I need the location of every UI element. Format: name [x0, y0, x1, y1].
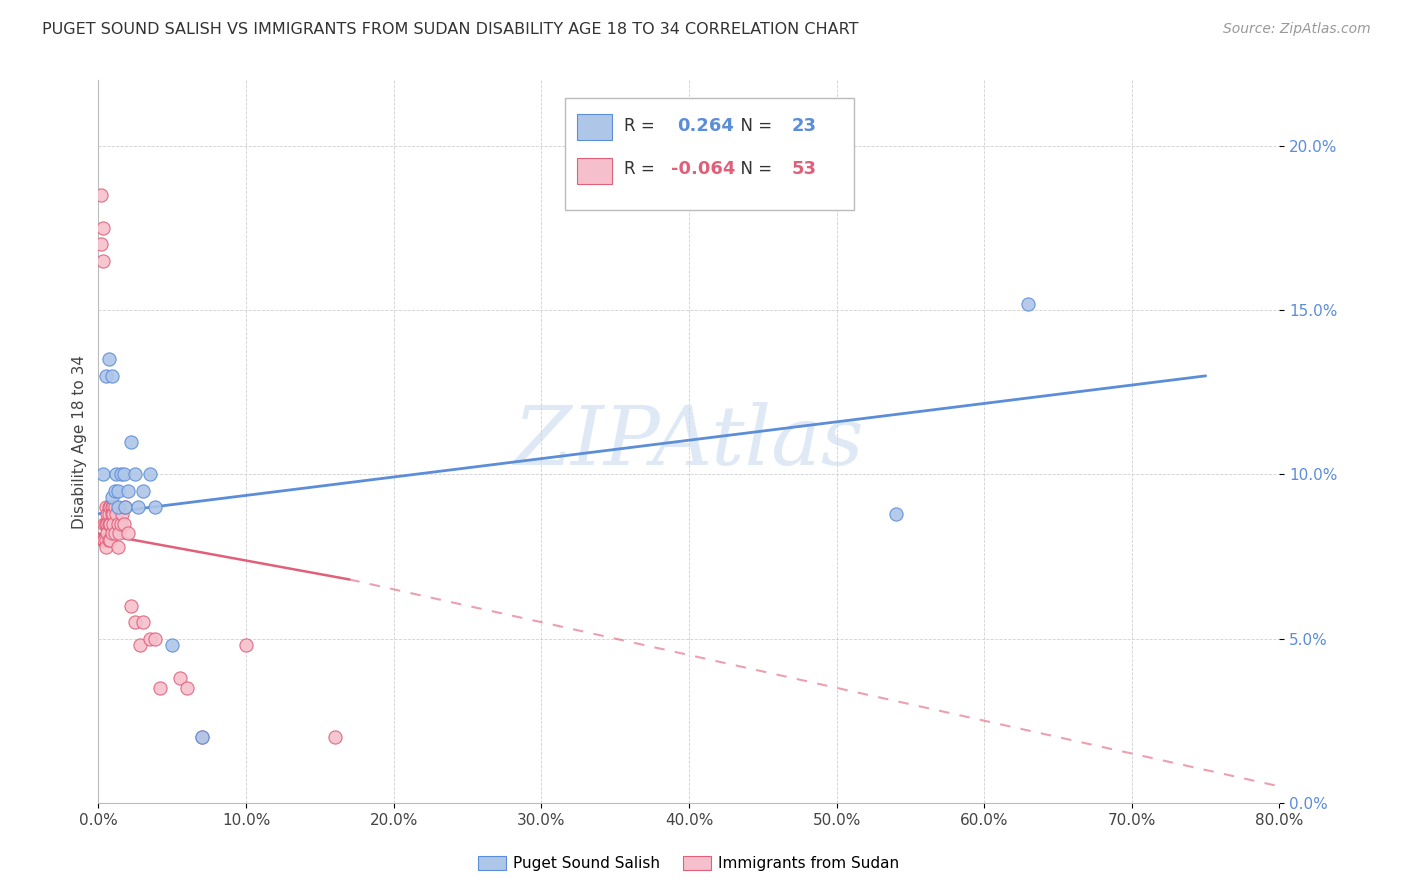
Point [96, 516, 118, 531]
Point [94, 500, 117, 515]
Point [103, 516, 125, 531]
Text: Source: ZipAtlas.com: Source: ZipAtlas.com [1223, 22, 1371, 37]
Text: R =: R = [624, 161, 659, 178]
FancyBboxPatch shape [576, 114, 612, 140]
Text: 53: 53 [792, 161, 817, 178]
Point [94, 540, 117, 554]
Point [132, 615, 155, 630]
Point [100, 500, 122, 515]
Legend: Puget Sound Salish, Immigrants from Sudan: Puget Sound Salish, Immigrants from Suda… [472, 850, 905, 878]
Point [235, 638, 257, 652]
Point [169, 671, 191, 685]
Point [127, 500, 149, 515]
Point [93, 516, 115, 531]
Point [112, 467, 135, 482]
Point [124, 467, 146, 482]
Point [100, 368, 122, 383]
Point [143, 632, 166, 646]
Point [323, 730, 346, 744]
Point [100, 491, 122, 505]
Text: 0.264: 0.264 [678, 117, 734, 135]
Y-axis label: Disability Age 18 to 34: Disability Age 18 to 34 [72, 354, 87, 529]
Point [105, 507, 128, 521]
Point [104, 526, 127, 541]
Point [111, 507, 134, 521]
Point [108, 526, 131, 541]
Point [90, 237, 112, 252]
Point [107, 516, 129, 531]
Point [103, 500, 125, 515]
Point [120, 599, 142, 613]
Point [120, 434, 142, 449]
Point [112, 516, 135, 531]
Point [97, 500, 120, 515]
Point [110, 516, 132, 531]
Point [149, 681, 172, 695]
Text: R =: R = [624, 117, 659, 135]
Point [191, 730, 214, 744]
FancyBboxPatch shape [565, 98, 855, 211]
Point [107, 540, 129, 554]
Point [94, 533, 117, 547]
Point [97, 352, 120, 367]
Point [103, 507, 125, 521]
Point [91, 533, 114, 547]
Text: N =: N = [730, 117, 778, 135]
Point [94, 516, 117, 531]
Point [91, 221, 114, 235]
Point [104, 483, 127, 498]
Point [97, 507, 120, 521]
Point [117, 526, 139, 541]
Point [97, 516, 120, 531]
Text: N =: N = [730, 161, 778, 178]
Point [100, 526, 122, 541]
Point [98, 516, 121, 531]
Point [128, 638, 150, 652]
Point [93, 533, 115, 547]
Point [94, 516, 117, 531]
Point [96, 507, 118, 521]
Point [124, 615, 146, 630]
Point [114, 500, 136, 515]
Point [91, 253, 114, 268]
Point [100, 507, 122, 521]
Point [1018, 296, 1040, 310]
Point [98, 500, 121, 515]
Text: -0.064: -0.064 [671, 161, 735, 178]
Text: PUGET SOUND SALISH VS IMMIGRANTS FROM SUDAN DISABILITY AGE 18 TO 34 CORRELATION : PUGET SOUND SALISH VS IMMIGRANTS FROM SU… [42, 22, 859, 37]
Point [104, 500, 127, 515]
Point [98, 516, 121, 531]
Point [132, 483, 155, 498]
Point [94, 368, 117, 383]
Point [97, 533, 120, 547]
Point [884, 507, 907, 521]
Point [139, 467, 162, 482]
Point [105, 467, 128, 482]
Text: ZIPAtlas: ZIPAtlas [513, 401, 865, 482]
Point [107, 500, 129, 515]
FancyBboxPatch shape [576, 158, 612, 184]
Point [143, 500, 166, 515]
Point [162, 638, 183, 652]
Point [90, 188, 112, 202]
Point [191, 730, 214, 744]
Point [139, 632, 162, 646]
Point [114, 500, 136, 515]
Point [91, 467, 114, 482]
Point [93, 533, 115, 547]
Point [176, 681, 198, 695]
Point [98, 533, 121, 547]
Point [110, 467, 132, 482]
Point [117, 483, 139, 498]
Point [107, 483, 129, 498]
Point [96, 526, 118, 541]
Text: 23: 23 [792, 117, 817, 135]
